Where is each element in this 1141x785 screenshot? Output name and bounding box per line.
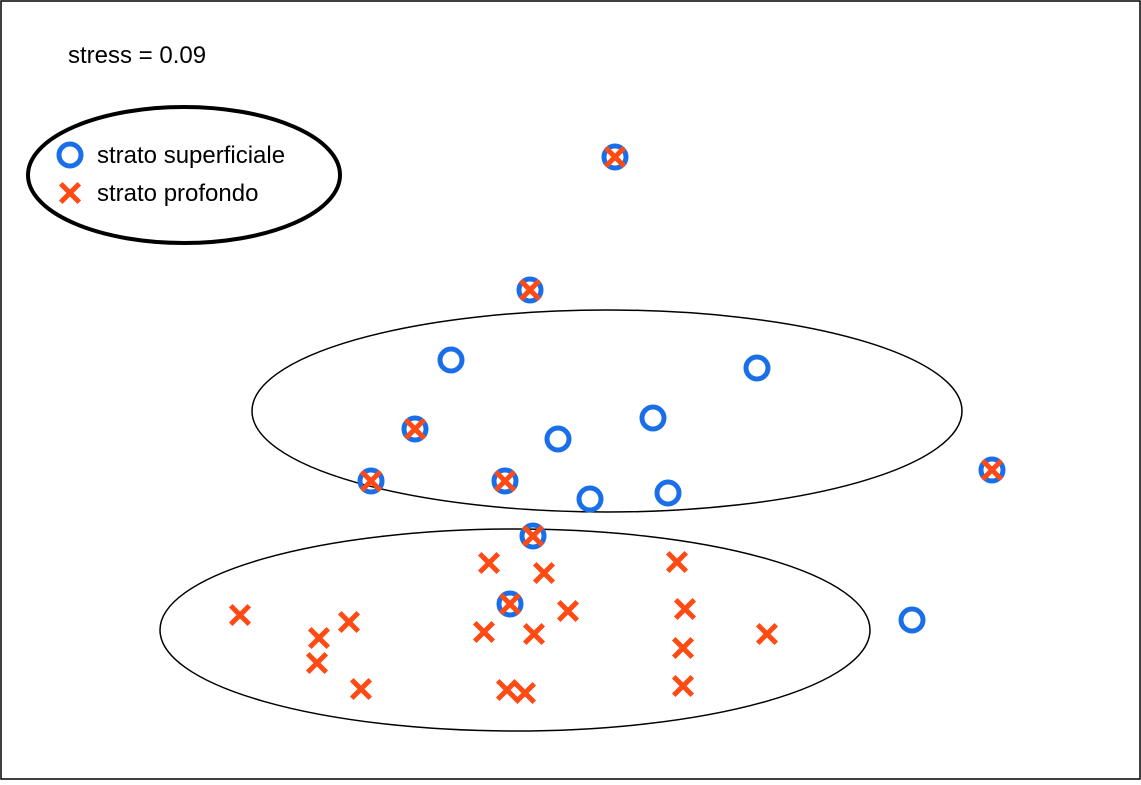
- point-superficiale: [654, 479, 682, 507]
- point-profondo: [493, 469, 517, 493]
- group-ellipses: [159, 309, 963, 732]
- point-profondo: [305, 651, 329, 675]
- point-superficiale: [743, 354, 771, 382]
- data-points: [228, 143, 1006, 705]
- point-profondo: [532, 561, 556, 585]
- point-profondo: [671, 636, 695, 660]
- point-profondo: [337, 610, 361, 634]
- point-profondo: [228, 603, 252, 627]
- point-superficiale: [516, 276, 544, 304]
- point-profondo: [755, 622, 779, 646]
- cross-stroke: [403, 417, 427, 441]
- point-profondo: [403, 417, 427, 441]
- point-superficiale: [601, 143, 629, 171]
- point-superficiale: [576, 485, 604, 513]
- cross-stroke: [307, 626, 331, 650]
- cross-stroke: [671, 674, 695, 698]
- point-profondo: [518, 278, 542, 302]
- point-superficiale: [491, 467, 519, 495]
- point-superficiale: [544, 425, 572, 453]
- cross-stroke: [493, 469, 517, 493]
- cross-stroke: [349, 677, 373, 701]
- cross-stroke: [556, 599, 580, 623]
- point-superficiale: [519, 522, 547, 550]
- legend-circle-icon: [56, 141, 84, 169]
- cross-stroke: [755, 622, 779, 646]
- point-profondo: [522, 622, 546, 646]
- point-profondo: [495, 678, 519, 702]
- point-profondo: [665, 550, 689, 574]
- point-profondo: [498, 592, 522, 616]
- cross-stroke: [472, 620, 496, 644]
- cross-stroke: [980, 458, 1004, 482]
- cross-stroke: [228, 603, 252, 627]
- cross-stroke: [305, 651, 329, 675]
- point-superficiale: [978, 456, 1006, 484]
- legend: strato superficiale strato profondo: [26, 105, 342, 245]
- point-profondo: [349, 677, 373, 701]
- group-ellipse-1: [251, 309, 963, 513]
- point-profondo: [521, 524, 545, 548]
- point-profondo: [472, 620, 496, 644]
- cross-stroke: [513, 681, 537, 705]
- legend-label-superficiale: strato superficiale: [97, 142, 285, 169]
- cross-stroke: [477, 551, 501, 575]
- point-superficiale: [496, 590, 524, 618]
- cross-stroke: [521, 524, 545, 548]
- stress-label: stress = 0.09: [68, 42, 206, 69]
- legend-cross-icon: [58, 181, 82, 205]
- group-ellipse-2: [159, 528, 871, 732]
- cross-stroke: [518, 278, 542, 302]
- cross-stroke: [665, 550, 689, 574]
- point-profondo: [980, 458, 1004, 482]
- cross-stroke: [495, 678, 519, 702]
- cross-stroke: [522, 622, 546, 646]
- legend-label-profondo: strato profondo: [97, 180, 258, 207]
- cross-stroke: [673, 597, 697, 621]
- legend-cross-marker: [58, 181, 82, 205]
- cross-stroke: [58, 181, 82, 205]
- point-superficiale: [401, 415, 429, 443]
- cross-stroke: [359, 469, 383, 493]
- cross-stroke: [498, 592, 522, 616]
- legend-outline: [26, 105, 342, 245]
- point-superficiale: [639, 404, 667, 432]
- point-profondo: [513, 681, 537, 705]
- point-profondo: [307, 626, 331, 650]
- point-profondo: [671, 674, 695, 698]
- legend-circle-marker: [56, 141, 84, 169]
- cross-stroke: [337, 610, 361, 634]
- cross-stroke: [671, 636, 695, 660]
- point-profondo: [556, 599, 580, 623]
- cross-stroke: [603, 145, 627, 169]
- cross-stroke: [532, 561, 556, 585]
- point-superficiale: [437, 346, 465, 374]
- point-profondo: [603, 145, 627, 169]
- point-superficiale: [357, 467, 385, 495]
- point-superficiale: [898, 606, 926, 634]
- point-profondo: [673, 597, 697, 621]
- point-profondo: [359, 469, 383, 493]
- point-profondo: [477, 551, 501, 575]
